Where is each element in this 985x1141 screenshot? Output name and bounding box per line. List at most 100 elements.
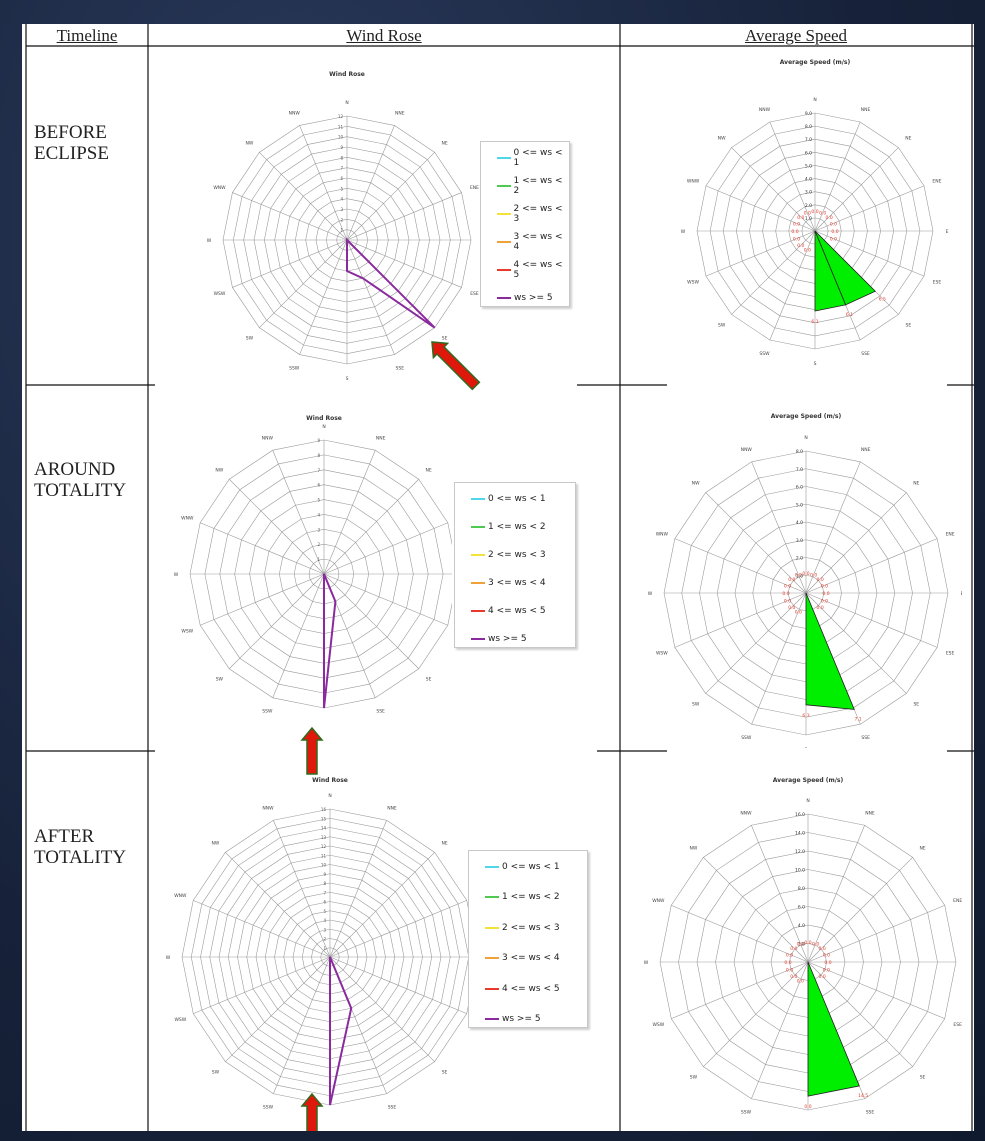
grid-spoke [705,492,807,594]
grid-spoke [705,592,807,694]
direction-label: N [813,97,816,103]
value-label: 0.0 [830,237,837,243]
legend-label: ws >= 5 [488,634,527,644]
grid-spoke [329,820,387,958]
grid-spoke [674,538,807,594]
tick-label: 1.0 [796,573,803,579]
grid-spoke [323,522,448,575]
value-label: 0.0 [793,237,800,243]
legend-item: ws >= 5 [471,633,527,645]
legend-label: 4 <= ws < 5 [488,606,546,616]
grid-spoke [229,479,325,575]
legend-swatch [485,1018,499,1020]
value-label: 0.0 [788,577,795,583]
grid-spoke [807,961,945,1019]
value-label: 6.1 [846,312,853,318]
tick-label: 4.0 [796,520,803,526]
tick-label: 9.0 [805,111,812,117]
tick-label: 6.0 [798,905,805,911]
average-speed-chart-before-eclipse: N NNE NE ENE E ESE SE SSE S SSW SW WSW W WNW NW NNW Aver… [681,59,949,367]
grid-spoke [674,592,807,648]
value-label: 0.0 [804,211,811,217]
tick-label: 9 [340,145,343,150]
direction-label: NNW [740,810,752,816]
direction-label: N [345,100,348,106]
wind-rose-chart-around-totality: NNNENEENEEESESESSESSSWSWWSWWWNWNWNNWWind… [174,415,452,715]
direction-label: SSE [388,1105,397,1111]
direction-label: N [806,798,809,804]
value-label: 0.0 [819,211,826,217]
average-speed-chart-around-totality: N NNE NE ENE E ESE SE SSE S SSW SW WSW W WNW NW NNW Aver… [648,413,962,748]
row-label-line: TOTALITY [34,480,127,501]
legend-item: 4 <= ws < 5 [497,260,569,280]
tick-label: 7 [340,166,343,171]
direction-label: SE [913,701,919,707]
legend-label: 1 <= ws < 2 [502,892,560,903]
row-label-after-totality: AFTER TOTALITY [34,826,154,868]
value-label: 0.0 [822,591,829,597]
value-label: 0.0 [786,968,793,974]
value-label: 0.0 [810,573,817,579]
grid-spoke [193,900,331,958]
tick-label: 4 [317,512,320,517]
direction-label: NW [690,845,698,851]
header-wind-rose: Wind Rose [346,26,422,45]
direction-label: W [648,591,653,597]
legend-item: 0 <= ws < 1 [485,861,560,873]
header-average-speed: Average Speed [744,26,848,45]
grid-spoke [323,479,419,575]
direction-label: SSW [289,365,300,371]
legend-swatch [497,185,511,187]
chart-title: Wind Rose [329,71,365,78]
tick-label: 16 [321,807,327,812]
direction-label: NW [718,136,726,142]
grid-spoke [731,147,816,232]
legend-swatch [471,582,485,584]
legend-label: 2 <= ws < 3 [513,204,563,224]
value-label: 0.0 [795,609,802,615]
tick-label: 12.0 [795,849,805,855]
grid-spoke [323,450,376,575]
grid-spoke [807,961,913,1067]
direction-label: SSE [376,709,385,715]
direction-label: NNE [387,805,397,811]
legend-swatch [497,157,511,159]
tick-label: 6 [340,176,343,181]
grid-spoke [807,825,865,963]
grid-spoke [814,121,861,232]
tick-label: 6 [317,483,320,488]
value-label: 0.0 [823,952,830,958]
wind-rose-legend-before-eclipse: 0 <= ws < 1 1 <= ws < 2 2 <= ws < 3 3 <= ws… [480,141,570,307]
tick-label: 5.0 [805,163,812,169]
direction-label: SSW [263,1105,274,1111]
direction-label: NE [919,845,925,851]
direction-label: NNE [861,447,871,453]
legend-item: 3 <= ws < 4 [497,232,569,252]
tick-label: 8.0 [805,124,812,130]
grid-spoke [751,592,807,725]
grid-spoke [805,461,861,594]
tick-label: 2 [340,217,343,222]
direction-label: NNW [289,111,301,117]
direction-label: NNE [376,435,386,441]
legend-label: 2 <= ws < 3 [488,550,546,560]
legend-swatch [471,526,485,528]
legend-label: ws >= 5 [502,1014,541,1024]
direction-label: NE [905,136,911,142]
value-label: 0.0 [797,215,804,221]
legend-label: 0 <= ws < 1 [513,148,563,168]
tick-label: 6 [323,900,326,905]
speed-sector [805,592,855,710]
grid-spoke [751,825,809,963]
legend-swatch [471,610,485,612]
tick-label: 8 [340,155,343,160]
direction-label: WSW [181,629,193,635]
direction-label: W [644,960,649,966]
tick-label: 1 [340,228,343,233]
direction-label: NNW [759,107,771,113]
direction-label: WSW [656,651,668,657]
value-label: 0.0 [802,571,809,577]
tick-label: 8 [323,881,326,886]
grid-spoke [272,450,325,575]
row-label-line: BEFORE [34,122,107,143]
